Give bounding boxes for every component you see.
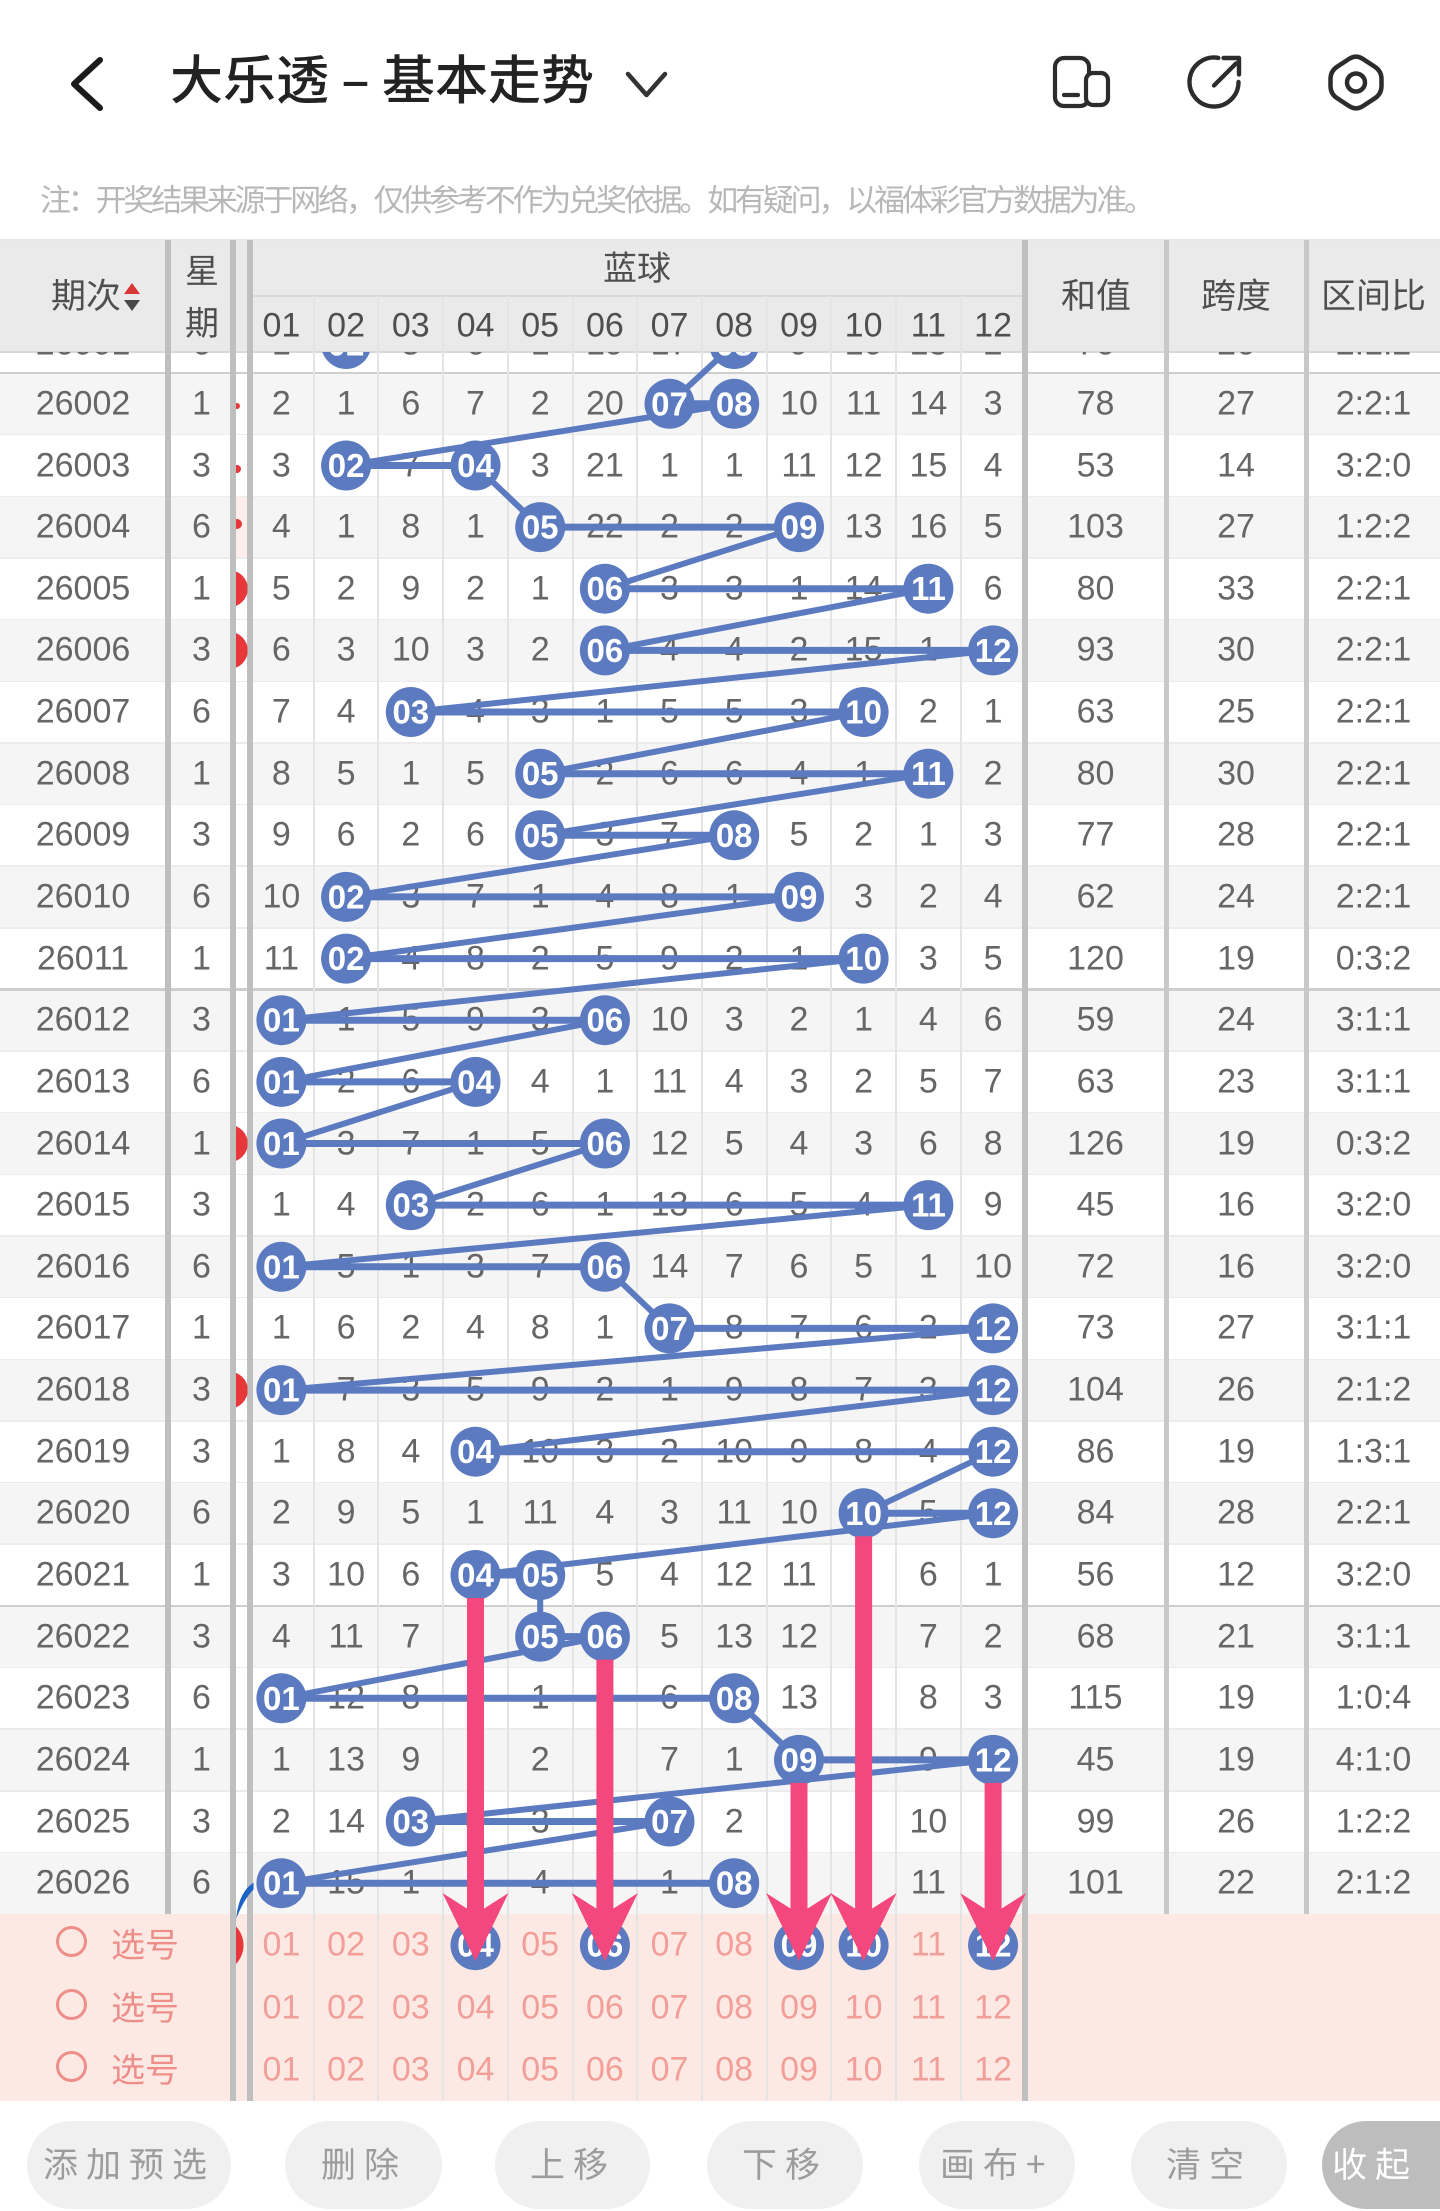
svg-text:12: 12 bbox=[975, 1495, 1012, 1532]
svg-text:02: 02 bbox=[328, 940, 365, 977]
svg-text:12: 12 bbox=[975, 1433, 1012, 1470]
svg-text:08: 08 bbox=[716, 385, 753, 422]
svg-text:12: 12 bbox=[975, 1372, 1012, 1409]
svg-text:07: 07 bbox=[651, 1803, 688, 1840]
svg-text:06: 06 bbox=[587, 632, 624, 669]
svg-text:10: 10 bbox=[845, 1495, 882, 1532]
svg-text:08: 08 bbox=[716, 326, 753, 363]
svg-text:08: 08 bbox=[716, 817, 753, 854]
svg-text:05: 05 bbox=[522, 817, 559, 854]
svg-text:03: 03 bbox=[392, 1803, 429, 1840]
svg-text:07: 07 bbox=[651, 385, 688, 422]
svg-text:01: 01 bbox=[263, 1248, 300, 1285]
svg-text:12: 12 bbox=[975, 1310, 1012, 1347]
svg-text:11: 11 bbox=[911, 1187, 946, 1224]
svg-text:09: 09 bbox=[781, 1741, 818, 1778]
svg-text:03: 03 bbox=[392, 1187, 429, 1224]
svg-text:02: 02 bbox=[328, 878, 365, 915]
svg-text:01: 01 bbox=[263, 1125, 300, 1162]
svg-text:03: 03 bbox=[392, 694, 429, 731]
svg-text:06: 06 bbox=[587, 1002, 624, 1039]
svg-text:01: 01 bbox=[263, 1002, 300, 1039]
svg-text:05: 05 bbox=[522, 509, 559, 546]
svg-text:02: 02 bbox=[328, 326, 365, 363]
svg-text:05: 05 bbox=[522, 755, 559, 792]
svg-text:04: 04 bbox=[457, 1557, 494, 1594]
svg-text:12: 12 bbox=[975, 632, 1012, 669]
svg-text:11: 11 bbox=[911, 755, 946, 792]
svg-text:09: 09 bbox=[781, 509, 818, 546]
svg-text:06: 06 bbox=[587, 1248, 624, 1285]
svg-text:06: 06 bbox=[587, 1125, 624, 1162]
svg-text:04: 04 bbox=[457, 1433, 494, 1470]
svg-text:06: 06 bbox=[587, 1618, 624, 1655]
svg-text:01: 01 bbox=[263, 1372, 300, 1409]
svg-text:10: 10 bbox=[845, 694, 882, 731]
svg-text:05: 05 bbox=[522, 1557, 559, 1594]
svg-text:06: 06 bbox=[587, 570, 624, 607]
svg-text:10: 10 bbox=[845, 940, 882, 977]
svg-text:01: 01 bbox=[263, 1680, 300, 1717]
svg-text:04: 04 bbox=[457, 1063, 494, 1100]
svg-text:05: 05 bbox=[522, 1618, 559, 1655]
svg-text:08: 08 bbox=[716, 1865, 753, 1902]
svg-text:02: 02 bbox=[328, 447, 365, 484]
svg-text:01: 01 bbox=[263, 1063, 300, 1100]
svg-text:04: 04 bbox=[457, 447, 494, 484]
svg-text:11: 11 bbox=[911, 570, 946, 607]
svg-text:09: 09 bbox=[781, 878, 818, 915]
svg-text:01: 01 bbox=[263, 1865, 300, 1902]
svg-text:12: 12 bbox=[975, 1741, 1012, 1778]
svg-text:08: 08 bbox=[716, 1680, 753, 1717]
svg-text:07: 07 bbox=[651, 1310, 688, 1347]
